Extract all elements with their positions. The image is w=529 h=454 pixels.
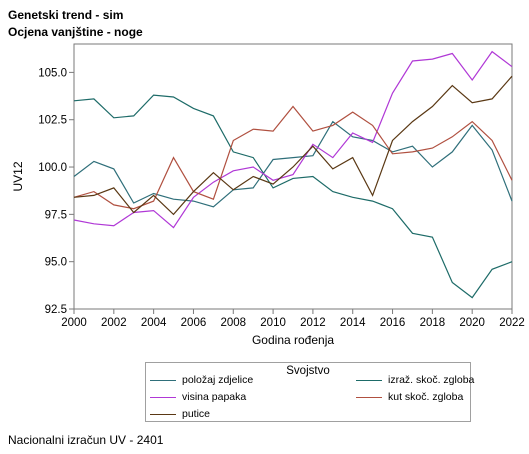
legend-label: izraž. skoč. zgloba [388,374,475,386]
y-tick-label: 95.0 [45,257,67,269]
x-tick-label: 2004 [141,317,167,329]
x-tick-label: 2002 [101,317,127,329]
x-tick-label: 2000 [61,317,87,329]
x-tick-label: 2008 [220,317,246,329]
series-line-1 [73,94,513,299]
legend-label: visina papaka [182,391,247,403]
x-tick-label: 2012 [300,317,326,329]
x-axis: 2000 2002 2004 2006 2008 2010 2012 2014 2016 2018… [61,309,525,329]
y-tick-label: 105.0 [38,67,67,79]
y-tick-label: 92.5 [45,304,67,316]
x-tick-label: 2016 [380,317,406,329]
legend-title: Svojstvo [286,365,330,377]
series-line-2 [73,50,513,229]
legend-label: kut skoč. zgloba [388,391,464,403]
legend-swatch [150,379,176,381]
legend-swatch [150,413,176,415]
y-axis: 92.5 95.0 97.5 100.0 102.5 105.0 [38,67,74,316]
y-axis-label: UV12 [11,161,25,191]
legend-item: kut skoč. zgloba [356,391,463,403]
legend-label: putice [182,408,211,420]
legend-item: izraž. skoč. zgloba [356,374,474,386]
x-tick-label: 2010 [260,317,286,329]
legend-swatch [356,379,382,381]
legend-item: položaj zdjelice [150,374,253,386]
x-tick-label: 2022 [499,317,525,329]
chart-subtitle: Ocjena vanjštine - noge [8,25,143,39]
legend-swatch [356,396,382,398]
legend-label: položaj zdjelice [182,374,254,386]
y-tick-label: 102.5 [38,115,67,127]
footer-note: Nacionalni izračun UV - 2401 [8,433,164,447]
x-axis-label: Godina rođenja [252,333,334,347]
series-line-3 [73,105,513,210]
x-tick-label: 2006 [181,317,207,329]
x-tick-label: 2020 [459,317,485,329]
legend-item: putice [150,408,210,420]
series-lines [73,50,513,299]
series-line-0 [73,120,513,208]
y-tick-label: 100.0 [38,162,67,174]
x-tick-label: 2018 [420,317,446,329]
chart-title: Genetski trend - sim [8,8,124,22]
series-line-4 [73,75,513,216]
legend: Svojstvo položaj zdjelice izraž. skoč. zg… [145,362,474,422]
legend-swatch [150,396,176,398]
x-tick-label: 2014 [340,317,366,329]
y-tick-label: 97.5 [45,209,67,221]
legend-item: visina papaka [150,391,246,403]
